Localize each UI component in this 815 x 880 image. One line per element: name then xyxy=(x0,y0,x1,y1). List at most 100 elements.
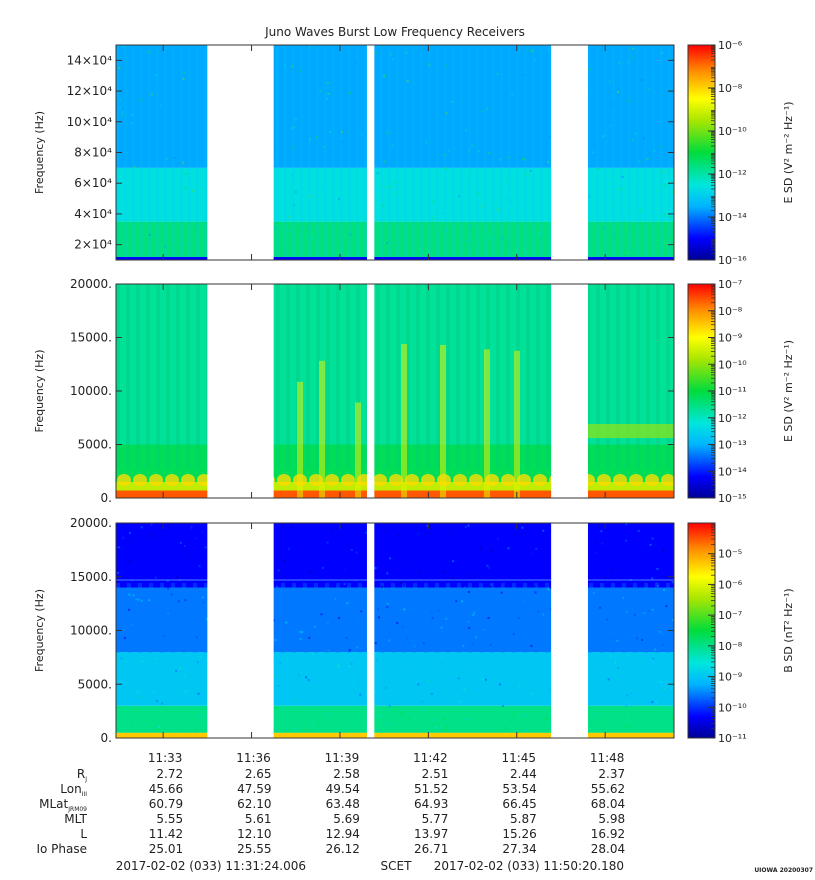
panel-2-cb-tick-3: 10⁻¹⁰ xyxy=(718,358,747,371)
panel-1-cb-label: E SD (V² m⁻² Hz⁻¹) xyxy=(782,101,795,203)
ephem-value: 27.34 xyxy=(502,842,536,856)
panel-3-colorbar xyxy=(687,522,716,739)
ephem-value: 2.58 xyxy=(333,767,360,781)
panel-2-cb-tick-7: 10⁻¹⁴ xyxy=(718,465,747,478)
panel-2-ytick-label-1: 5000. xyxy=(78,438,112,452)
end-time: 2017-02-02 (033) 11:50:20.180 xyxy=(434,859,624,873)
ephem-label-5: Io Phase xyxy=(36,842,87,856)
time-footer: 2017-02-02 (033) 11:31:24.006 SCET 2017-… xyxy=(116,859,813,874)
ephem-value: 12.94 xyxy=(326,827,360,841)
panel-1-ytick-label-0: 2×10⁴ xyxy=(74,238,112,252)
ephem-value: 66.45 xyxy=(502,797,536,811)
panel-2-band-0 xyxy=(116,490,674,498)
panel-3-ytick-label-2: 10000. xyxy=(70,624,112,638)
ephem-value: 16.92 xyxy=(591,827,625,841)
ephem-value: 47.59 xyxy=(237,782,271,796)
panel-3-gap-1 xyxy=(366,523,375,738)
panel-3-cb-tick-3: 10⁻⁸ xyxy=(718,640,743,653)
panel-2-cb-label: E SD (V² m⁻² Hz⁻¹) xyxy=(782,340,795,442)
ephem-value: 45.66 xyxy=(149,782,183,796)
panel-2-cb-tick-1: 10⁻⁸ xyxy=(718,305,743,318)
ephem-value: 51.52 xyxy=(414,782,448,796)
ephem-value: 2.72 xyxy=(156,767,183,781)
panel-2-cb-tick-2: 10⁻⁹ xyxy=(718,332,742,345)
panel-3-ytick-label-4: 20000. xyxy=(70,516,112,530)
panel-1-gap-0 xyxy=(207,45,274,260)
time-tick-label-2: 11:39 xyxy=(325,751,360,765)
ephem-value: 5.87 xyxy=(510,812,537,826)
panel-2-gap-1 xyxy=(366,284,375,498)
ephemeris-table: 11:33 11:36 11:39 11:42 11:45 11:48 RJ 2.72 2.65… xyxy=(36,751,625,856)
panel-2-ytick-label-2: 10000. xyxy=(70,384,112,398)
panel-2-cb-tick-4: 10⁻¹¹ xyxy=(718,385,747,398)
panel-1-cb-tick-1: 10⁻⁸ xyxy=(718,82,743,95)
time-tick-label-0: 11:33 xyxy=(148,751,183,765)
panel-2-cb-tick-8: 10⁻¹⁵ xyxy=(718,492,747,505)
panel-3: 0. 5000. 10000. 15000. 20000. Frequency (Hz) 1… xyxy=(33,516,795,745)
panel-3-ytick-label-0: 0. xyxy=(101,731,112,745)
panel-2: 0. 5000. 10000. 15000. 20000. Frequency (Hz) 1… xyxy=(33,277,795,505)
panel-3-cb-tick-4: 10⁻⁹ xyxy=(718,671,742,684)
ephem-value: 26.12 xyxy=(326,842,360,856)
panel-2-gap-2 xyxy=(551,284,588,498)
panel-2-cb-tick-0: 10⁻⁷ xyxy=(718,278,742,291)
panel-1-cb-tick-2: 10⁻¹⁰ xyxy=(718,125,747,138)
panel-2-cb-tick-6: 10⁻¹³ xyxy=(718,439,747,452)
panel-2-ytick-label-3: 15000. xyxy=(70,331,112,345)
ephem-label-3: MLT xyxy=(64,812,87,826)
panel-3-ytick-label-3: 15000. xyxy=(70,570,112,584)
time-tick-label-4: 11:45 xyxy=(501,751,536,765)
figure-title: Juno Waves Burst Low Frequency Receivers xyxy=(264,25,525,39)
ephem-value: 5.61 xyxy=(245,812,272,826)
panel-2-gap-0 xyxy=(207,284,274,498)
time-tick-label-1: 11:36 xyxy=(236,751,271,765)
panel-3-cb-tick-1: 10⁻⁶ xyxy=(718,578,743,591)
ephem-value: 5.98 xyxy=(598,812,625,826)
panel-3-band-4 xyxy=(116,523,674,588)
ephem-value: 63.48 xyxy=(326,797,360,811)
ephem-value: 5.55 xyxy=(156,812,183,826)
panel-1-cb-tick-5: 10⁻¹⁶ xyxy=(718,254,747,267)
start-time: 2017-02-02 (033) 11:31:24.006 xyxy=(116,859,306,873)
panel-3-image xyxy=(116,523,674,738)
panel-3-band-2 xyxy=(116,652,674,706)
ephem-value: 49.54 xyxy=(326,782,360,796)
panel-1-ylabel: Frequency (Hz) xyxy=(33,111,46,194)
ephem-value: 2.51 xyxy=(422,767,449,781)
ephem-label-0: RJ xyxy=(77,767,87,783)
stamp: UIOWA 20200307 xyxy=(754,867,813,874)
panel-1-ytick-label-3: 8×10⁴ xyxy=(74,146,112,160)
panel-1-image xyxy=(116,45,674,260)
panel-1-ytick-label-2: 6×10⁴ xyxy=(74,176,112,190)
ephem-label-4: L xyxy=(80,827,87,841)
ephem-value: 15.26 xyxy=(502,827,536,841)
ephem-label-1: LonIII xyxy=(60,782,87,798)
panel-3-band-1 xyxy=(116,705,674,733)
ephem-value: 68.04 xyxy=(591,797,625,811)
panel-1-ytick-label-6: 14×10⁴ xyxy=(67,53,113,67)
scet-label: SCET xyxy=(381,859,413,873)
panel-3-gap-2 xyxy=(551,523,588,738)
panel-3-cb-label: B SD (nT² Hz⁻¹) xyxy=(782,588,795,672)
panel-2-cb-tick-5: 10⁻¹² xyxy=(718,412,747,425)
ephem-label-2: MLatJRM09 xyxy=(39,797,87,813)
panel-3-ylabel: Frequency (Hz) xyxy=(33,589,46,672)
ephem-value: 25.01 xyxy=(149,842,183,856)
panel-1-ytick-label-5: 12×10⁴ xyxy=(67,84,113,98)
panel-1-colorbar xyxy=(687,44,716,261)
time-tick-label-3: 11:42 xyxy=(413,751,448,765)
panel-3-cb-tick-0: 10⁻⁵ xyxy=(718,548,742,561)
panel-3-cb-tick-2: 10⁻⁷ xyxy=(718,609,742,622)
ephem-value: 5.69 xyxy=(333,812,360,826)
panel-3-cb-tick-5: 10⁻¹⁰ xyxy=(718,701,747,714)
ephem-value: 55.62 xyxy=(591,782,625,796)
panel-2-ytick-label-0: 0. xyxy=(101,491,112,505)
panel-3-cb-tick-6: 10⁻¹¹ xyxy=(718,732,747,745)
ephem-value: 5.77 xyxy=(422,812,449,826)
panel-3-ytick-label-1: 5000. xyxy=(78,677,112,691)
panel-1-ytick-label-1: 4×10⁴ xyxy=(74,207,112,221)
ephem-value: 26.71 xyxy=(414,842,448,856)
panel-1-cb-tick-3: 10⁻¹² xyxy=(718,168,747,181)
panel-2-band-1 xyxy=(116,481,674,491)
